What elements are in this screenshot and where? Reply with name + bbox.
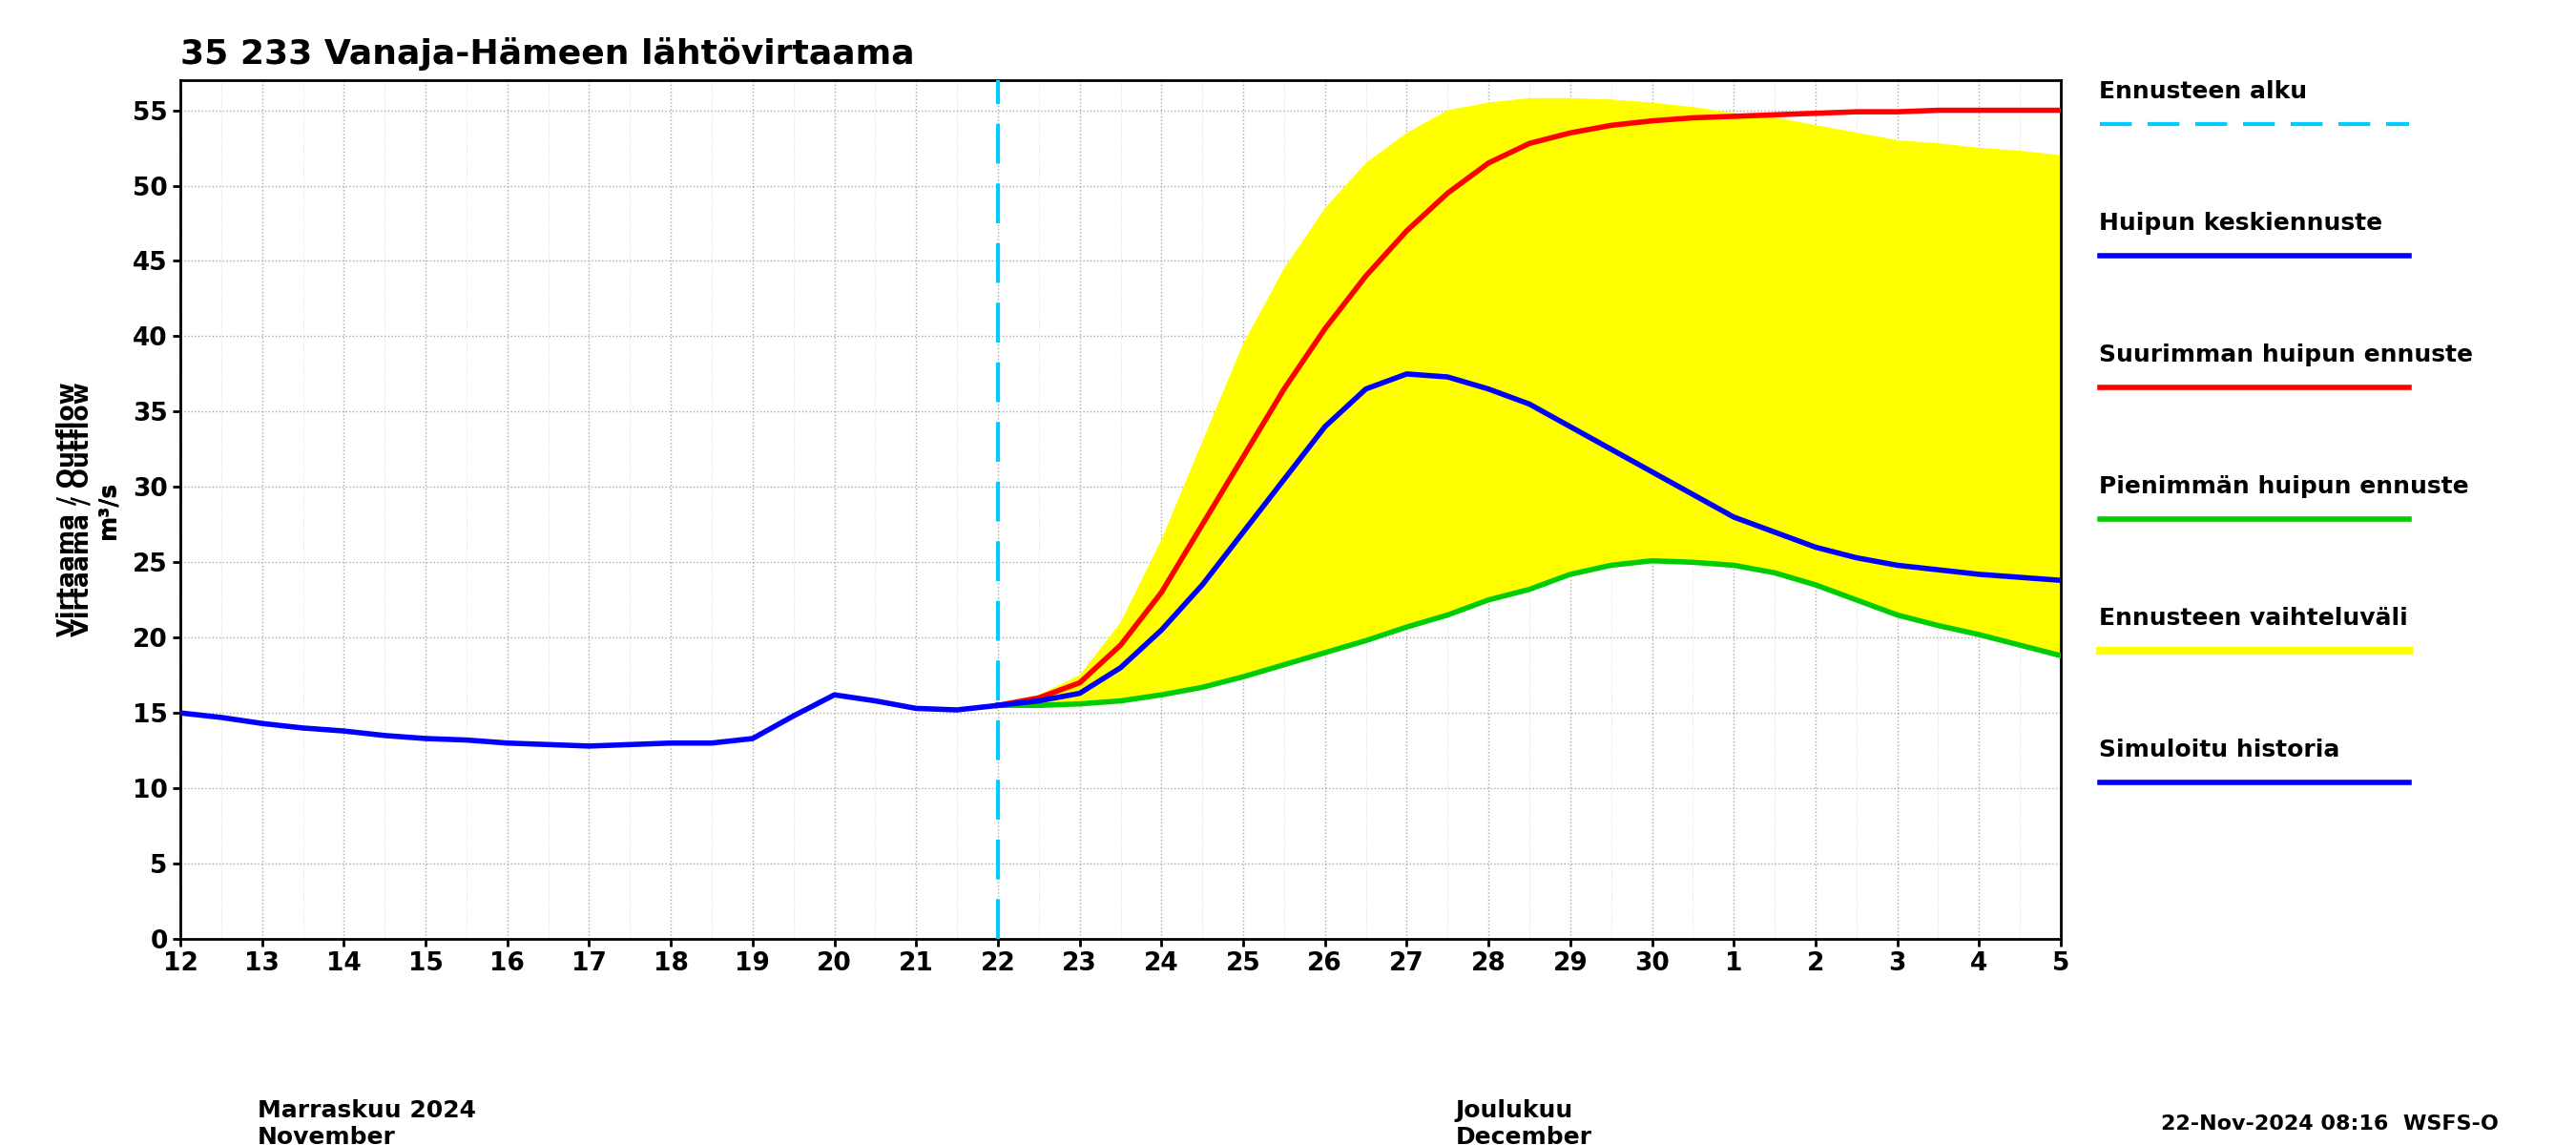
Text: Suurimman huipun ennuste: Suurimman huipun ennuste bbox=[2099, 344, 2473, 366]
Text: Virtaama / Outflow: Virtaama / Outflow bbox=[57, 382, 80, 637]
Y-axis label: Virtaama / Outflow
m³/s: Virtaama / Outflow m³/s bbox=[70, 382, 118, 637]
Text: 35 233 Vanaja-Hämeen lähtövirtaama: 35 233 Vanaja-Hämeen lähtövirtaama bbox=[180, 38, 914, 71]
Text: Marraskuu 2024
November: Marraskuu 2024 November bbox=[258, 1099, 477, 1145]
Text: Ennusteen vaihteluväli: Ennusteen vaihteluväli bbox=[2099, 607, 2409, 630]
Text: Huipun keskiennuste: Huipun keskiennuste bbox=[2099, 212, 2383, 235]
Text: Ennusteen alku: Ennusteen alku bbox=[2099, 80, 2308, 103]
Text: 22-Nov-2024 08:16  WSFS-O: 22-Nov-2024 08:16 WSFS-O bbox=[2161, 1114, 2499, 1134]
Text: Joulukuu
December: Joulukuu December bbox=[1455, 1099, 1592, 1145]
Text: m³/s: m³/s bbox=[95, 481, 118, 538]
Text: Simuloitu historia: Simuloitu historia bbox=[2099, 739, 2339, 761]
Text: Pienimmän huipun ennuste: Pienimmän huipun ennuste bbox=[2099, 475, 2470, 498]
